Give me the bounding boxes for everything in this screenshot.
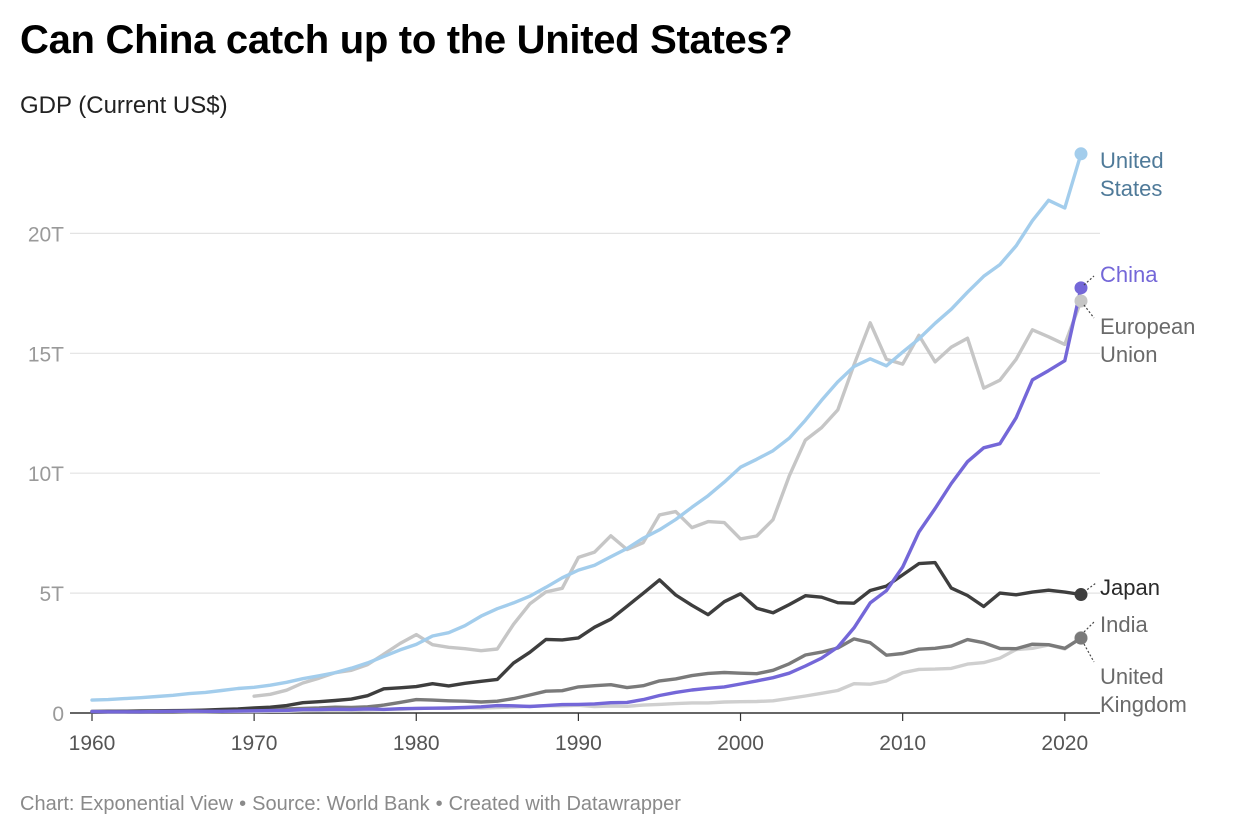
series-label-china: China bbox=[1100, 262, 1158, 287]
label-connector-european-union bbox=[1083, 304, 1095, 319]
y-axis-ticks: 0 5T 10T 15T 20T bbox=[28, 223, 64, 726]
endpoint-european-union bbox=[1074, 294, 1088, 308]
series-label-united-kingdom: United bbox=[1100, 664, 1164, 689]
series-label-united-kingdom: Kingdom bbox=[1100, 692, 1187, 717]
series-labels: United States China European Union Japan India… bbox=[1083, 148, 1195, 717]
series-label-united-states: States bbox=[1100, 176, 1162, 201]
x-tick-label: 1990 bbox=[555, 732, 602, 755]
x-tick-label: 2000 bbox=[717, 732, 764, 755]
y-tick-label: 0 bbox=[52, 703, 64, 726]
endpoint-china bbox=[1074, 281, 1088, 295]
label-connector-united-kingdom bbox=[1083, 643, 1095, 663]
x-axis-ticks: 1960 1970 1980 1990 2000 2010 2020 bbox=[69, 713, 1088, 755]
footer-chart-by: Chart: Exponential View bbox=[20, 793, 234, 815]
footer-created: Created with Datawrapper bbox=[448, 793, 681, 815]
endpoint-united-kingdom bbox=[1074, 631, 1088, 645]
series-label-japan: Japan bbox=[1100, 575, 1160, 600]
y-tick-label: 10T bbox=[28, 463, 64, 486]
chart-footer: Chart: Exponential View • Source: World Ba… bbox=[20, 793, 681, 815]
line-european-union bbox=[252, 299, 1083, 698]
x-tick-label: 2010 bbox=[879, 732, 926, 755]
x-tick-label: 1980 bbox=[393, 732, 440, 755]
endpoint-united-states bbox=[1074, 147, 1088, 161]
line-united-states bbox=[90, 152, 1083, 702]
series-lines bbox=[90, 147, 1088, 714]
y-tick-label: 15T bbox=[28, 343, 64, 366]
y-tick-label: 20T bbox=[28, 223, 64, 246]
x-tick-label: 2020 bbox=[1041, 732, 1088, 755]
series-label-european-union: Union bbox=[1100, 342, 1157, 367]
series-label-india: India bbox=[1100, 612, 1148, 637]
series-label-united-states: United bbox=[1100, 148, 1164, 173]
y-tick-label: 5T bbox=[39, 583, 64, 606]
series-label-european-union: European bbox=[1100, 314, 1195, 339]
line-china bbox=[90, 286, 1083, 714]
chart-subtitle: GDP (Current US$) bbox=[20, 92, 228, 119]
endpoint-japan bbox=[1074, 588, 1088, 602]
x-tick-label: 1960 bbox=[69, 732, 116, 755]
line-united-kingdom bbox=[90, 636, 1083, 713]
gridlines bbox=[70, 232, 1100, 714]
label-connector-japan bbox=[1083, 582, 1097, 593]
chart-title: Can China catch up to the United States? bbox=[20, 18, 793, 62]
label-connector-india bbox=[1083, 621, 1095, 633]
x-tick-label: 1970 bbox=[231, 732, 278, 755]
line-japan bbox=[90, 560, 1083, 714]
footer-source: Source: World Bank bbox=[252, 793, 430, 815]
